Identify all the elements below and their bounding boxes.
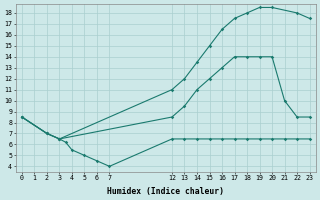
X-axis label: Humidex (Indice chaleur): Humidex (Indice chaleur) <box>107 187 224 196</box>
